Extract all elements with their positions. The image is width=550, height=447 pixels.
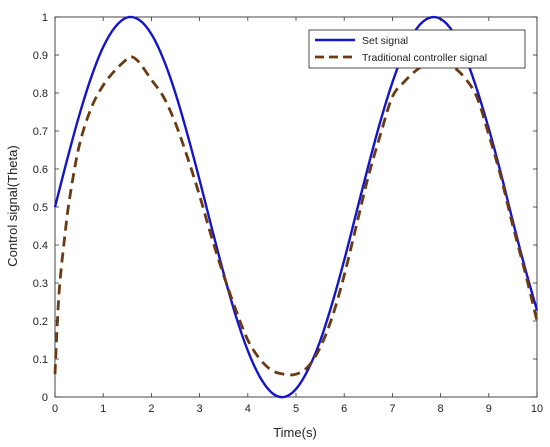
plot-border — [54, 16, 538, 398]
x-tick-label: 9 — [486, 403, 492, 415]
y-tick-label: 0.8 — [33, 88, 48, 100]
y-tick-label: 0 — [42, 392, 48, 404]
y-axis-label: Control signal(Theta) — [5, 145, 20, 266]
legend-label-traditional-controller-signal: Traditional controller signal — [362, 52, 487, 64]
x-tick-label: 6 — [341, 403, 347, 415]
x-tick-label: 1 — [100, 403, 106, 415]
legend-box — [308, 29, 526, 69]
y-tick-label: 1 — [42, 12, 48, 24]
legend: Set signal Traditional controller signal — [308, 29, 526, 69]
x-axis-label: Time(s) — [273, 425, 317, 440]
x-tick-label: 2 — [148, 403, 154, 415]
plot-area — [54, 16, 538, 398]
y-tick-label: 0.9 — [33, 50, 48, 62]
y-tick-label: 0.4 — [33, 240, 48, 252]
legend-label-set-signal: Set signal — [362, 35, 408, 47]
tick-layer: 0 1 2 3 4 5 6 7 8 9 10 0 0.1 0.2 0.3 0.4 0.5 0.6 0.7 0.8 0.9… — [33, 12, 543, 415]
y-tick-label: 0.1 — [33, 354, 48, 366]
x-tick-label: 3 — [197, 403, 203, 415]
x-tick-label: 7 — [389, 403, 395, 415]
y-tick-label: 0.5 — [33, 202, 48, 214]
x-tick-label: 8 — [438, 403, 444, 415]
x-tick-label: 4 — [245, 403, 251, 415]
y-tick-label: 0.7 — [33, 126, 48, 138]
x-tick-label: 10 — [531, 403, 543, 415]
x-tick-label: 0 — [52, 403, 58, 415]
x-tick-label: 5 — [293, 403, 299, 415]
y-tick-label: 0.2 — [33, 316, 48, 328]
y-tick-label: 0.3 — [33, 278, 48, 290]
y-tick-label: 0.6 — [33, 164, 48, 176]
